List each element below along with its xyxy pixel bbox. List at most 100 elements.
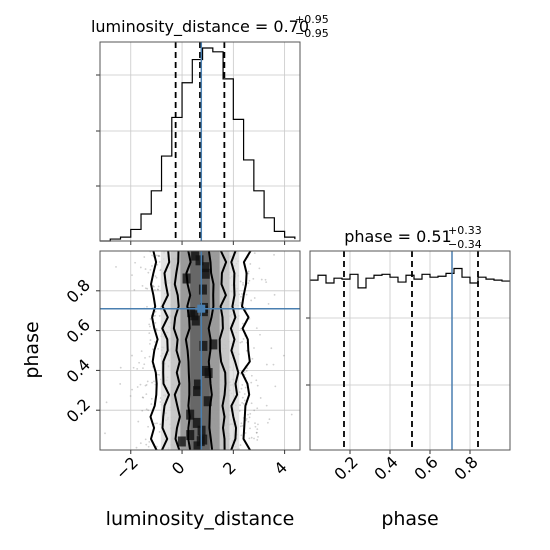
- scatter-point: [154, 314, 157, 317]
- xtick-label-phase-0: 0.2: [330, 452, 361, 483]
- scatter-point: [242, 283, 244, 286]
- frame-dist-marginal: [99, 41, 301, 242]
- scatter-point: [156, 422, 158, 425]
- scatter-point: [135, 446, 138, 449]
- scatter-point: [273, 253, 275, 256]
- scatter-point: [153, 380, 155, 383]
- scatter-point: [254, 422, 256, 425]
- scatter-point: [265, 363, 268, 366]
- scatter-point: [147, 271, 150, 274]
- scatter-point: [272, 363, 275, 366]
- scatter-point: [155, 276, 158, 279]
- scatter-point: [156, 288, 159, 291]
- scatter-point: [245, 293, 248, 296]
- scatter-point: [148, 323, 151, 326]
- scatter-point: [241, 384, 244, 386]
- scatter-point: [250, 374, 253, 377]
- xtick-label-phase-1: 0.4: [370, 452, 401, 483]
- panel-dist-marginal: [96, 41, 301, 245]
- scatter-point: [253, 437, 255, 440]
- scatter-point: [242, 338, 245, 340]
- scatter-point: [241, 293, 243, 295]
- scatter-point: [239, 301, 242, 304]
- scatter-point: [150, 397, 153, 400]
- scatter-point: [244, 432, 247, 434]
- title-dist-plus: +0.95: [295, 13, 329, 26]
- contour-line-1-left: [172, 251, 181, 450]
- scatter-point: [241, 424, 244, 427]
- xtick-label-dist-3: 4: [270, 458, 291, 479]
- xtick-label-phase-3: 0.8: [450, 452, 481, 483]
- scatter-point: [131, 354, 133, 357]
- scatter-point: [241, 340, 243, 343]
- scatter-point: [139, 383, 142, 386]
- density-clump: [199, 340, 208, 351]
- scatter-point: [147, 445, 150, 448]
- density-clump: [209, 339, 218, 350]
- scatter-point: [131, 388, 134, 391]
- scatter-point: [154, 422, 156, 425]
- density-clump: [191, 251, 200, 261]
- grid-phase-marginal: [310, 251, 510, 450]
- scatter-point: [146, 380, 149, 383]
- xtick-label-dist-0: −2: [112, 453, 142, 483]
- scatter-point: [147, 409, 150, 412]
- scatter-point: [141, 409, 144, 412]
- scatter-point: [147, 425, 149, 428]
- scatter-point: [158, 315, 161, 317]
- scatter-point: [154, 289, 156, 291]
- scatter-point: [265, 281, 268, 284]
- scatter-point: [159, 269, 162, 272]
- contour-line-2-left: [161, 251, 171, 450]
- scatter-point: [241, 401, 244, 404]
- histogram-dist: [100, 47, 296, 242]
- title-dist-eq: =: [250, 17, 274, 36]
- scatter-point: [137, 420, 140, 423]
- scatter-point: [151, 381, 153, 384]
- scatter-point: [148, 440, 151, 443]
- scatter-point: [157, 288, 160, 291]
- density-clump: [190, 310, 199, 321]
- scatter-point: [306, 436, 308, 438]
- scatter-point: [149, 268, 152, 271]
- scatter-point: [142, 396, 145, 399]
- scatter-point: [248, 416, 251, 419]
- scatter-point: [105, 401, 108, 404]
- x-axis-label-dist: luminosity_distance: [106, 508, 295, 530]
- scatter-point: [148, 355, 151, 358]
- scatter-point: [153, 285, 155, 288]
- contour-line-0-left: [184, 251, 192, 450]
- title-dist: luminosity_distance = 0.70: [91, 17, 309, 37]
- scatter-point: [242, 282, 244, 284]
- scatter-point: [143, 363, 146, 366]
- scatter-point: [159, 423, 162, 426]
- scatter-point: [148, 332, 151, 335]
- scatter-point: [136, 367, 139, 370]
- y-axis-label-phase: phase: [21, 321, 43, 378]
- title-phase-param: phase: [344, 227, 392, 246]
- scatter-point: [249, 263, 252, 265]
- contour-line-3-left: [149, 251, 159, 450]
- scatter-point: [151, 348, 154, 351]
- scatter-point: [259, 333, 261, 336]
- title-dist-minus: −0.95: [295, 27, 329, 40]
- scatter-point: [245, 418, 248, 420]
- scatter-point: [253, 252, 256, 254]
- scatter-point: [256, 407, 259, 410]
- scatter-point: [251, 357, 254, 360]
- scatter-point: [257, 435, 259, 438]
- scatter-point: [249, 412, 252, 415]
- scatter-point: [265, 404, 268, 407]
- scatter-point: [140, 350, 143, 353]
- scatter-point: [273, 293, 276, 296]
- joint-content: [100, 251, 308, 450]
- scatter-point: [133, 288, 136, 291]
- scatter-point: [264, 278, 267, 281]
- scatter-point: [119, 366, 122, 369]
- scatter-point: [156, 373, 159, 376]
- scatter-point: [248, 279, 251, 282]
- scatter-point: [238, 410, 241, 412]
- scatter-point: [151, 265, 153, 267]
- density-clump: [198, 284, 207, 295]
